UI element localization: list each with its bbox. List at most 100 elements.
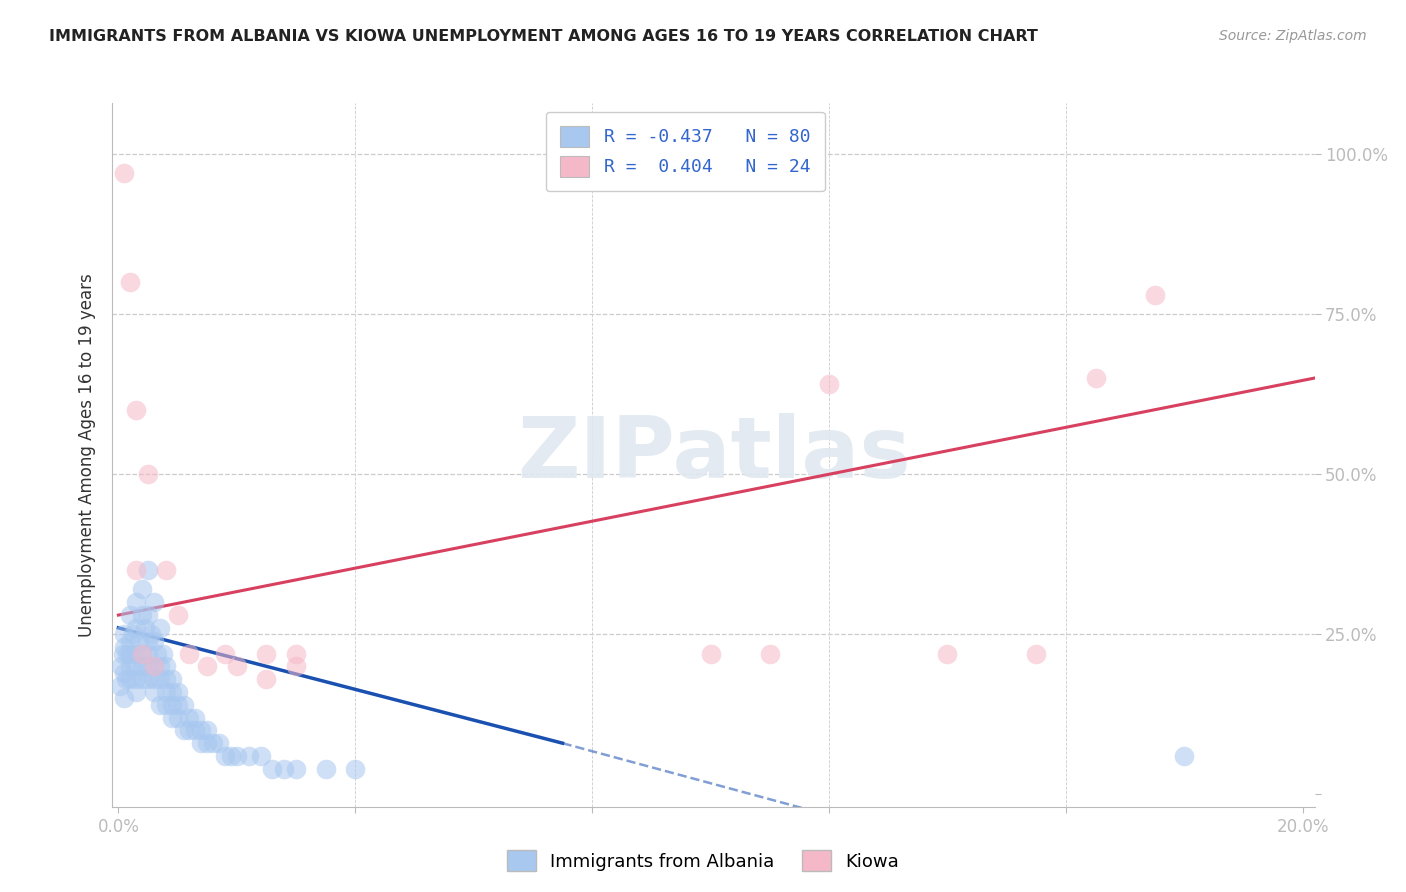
Point (134, 621, 156, 635)
Point (112, 691, 135, 706)
Text: Source: ZipAtlas.com: Source: ZipAtlas.com (1219, 29, 1367, 43)
Point (699, 647, 721, 661)
Point (125, 647, 148, 661)
Point (190, 736, 212, 750)
Point (131, 659, 153, 673)
Point (936, 647, 959, 661)
Point (214, 749, 236, 764)
Point (125, 403, 148, 417)
Point (120, 608, 142, 623)
Point (142, 672, 165, 686)
Point (155, 698, 177, 712)
Point (142, 595, 165, 609)
Point (149, 698, 172, 712)
Point (285, 659, 308, 673)
Point (120, 647, 142, 661)
Text: IMMIGRANTS FROM ALBANIA VS KIOWA UNEMPLOYMENT AMONG AGES 16 TO 19 YEARS CORRELAT: IMMIGRANTS FROM ALBANIA VS KIOWA UNEMPLO… (49, 29, 1038, 44)
Point (136, 659, 159, 673)
Point (256, 647, 278, 661)
Point (142, 659, 165, 673)
Point (225, 749, 247, 764)
Point (139, 627, 162, 641)
Point (128, 633, 150, 648)
Point (179, 710, 201, 724)
Point (146, 647, 169, 661)
Point (125, 595, 148, 609)
Point (315, 762, 337, 776)
Point (136, 647, 159, 661)
Point (1173, 749, 1195, 764)
Point (117, 647, 139, 661)
Point (166, 685, 188, 699)
Point (131, 582, 153, 597)
Point (166, 710, 188, 724)
Point (285, 647, 308, 661)
Point (184, 710, 207, 724)
Legend: Immigrants from Albania, Kiowa: Immigrants from Albania, Kiowa (501, 843, 905, 879)
Point (1025, 647, 1047, 661)
Y-axis label: Unemployment Among Ages 16 to 19 years: Unemployment Among Ages 16 to 19 years (77, 273, 96, 637)
Point (759, 647, 782, 661)
Point (179, 723, 201, 738)
Point (131, 647, 153, 661)
Point (142, 633, 165, 648)
Point (125, 621, 148, 635)
Point (818, 377, 841, 392)
Point (166, 698, 188, 712)
Point (173, 723, 195, 738)
Point (179, 647, 201, 661)
Point (122, 627, 145, 641)
Point (149, 672, 172, 686)
Point (225, 659, 247, 673)
Point (155, 563, 177, 577)
Point (202, 736, 225, 750)
Point (344, 762, 367, 776)
Point (1143, 287, 1166, 301)
Point (195, 736, 218, 750)
Point (149, 621, 172, 635)
Point (238, 749, 260, 764)
Point (125, 685, 148, 699)
Point (256, 672, 278, 686)
Point (155, 685, 177, 699)
Point (136, 467, 159, 482)
Point (125, 563, 148, 577)
Point (131, 608, 153, 623)
Point (166, 608, 188, 623)
Point (160, 672, 183, 686)
Point (249, 749, 271, 764)
Point (195, 659, 218, 673)
Point (273, 762, 295, 776)
Point (155, 672, 177, 686)
Point (152, 647, 174, 661)
Point (112, 166, 135, 180)
Point (131, 647, 153, 661)
Point (108, 679, 131, 693)
Point (110, 659, 132, 673)
Point (136, 633, 159, 648)
Point (112, 627, 135, 641)
Point (120, 659, 142, 673)
Point (125, 659, 148, 673)
Point (208, 736, 231, 750)
Point (1084, 371, 1107, 385)
Point (160, 685, 183, 699)
Point (114, 672, 136, 686)
Point (262, 762, 284, 776)
Point (131, 672, 153, 686)
Point (285, 762, 308, 776)
Point (120, 633, 142, 648)
Text: ZIPatlas: ZIPatlas (516, 413, 911, 497)
Legend: R = -0.437   N = 80, R =  0.404   N = 24: R = -0.437 N = 80, R = 0.404 N = 24 (546, 112, 825, 191)
Point (160, 710, 183, 724)
Point (136, 608, 159, 623)
Point (112, 640, 135, 654)
Point (112, 665, 135, 680)
Point (173, 698, 195, 712)
Point (214, 647, 236, 661)
Point (195, 723, 218, 738)
Point (155, 659, 177, 673)
Point (120, 275, 142, 289)
Point (111, 647, 134, 661)
Point (120, 672, 142, 686)
